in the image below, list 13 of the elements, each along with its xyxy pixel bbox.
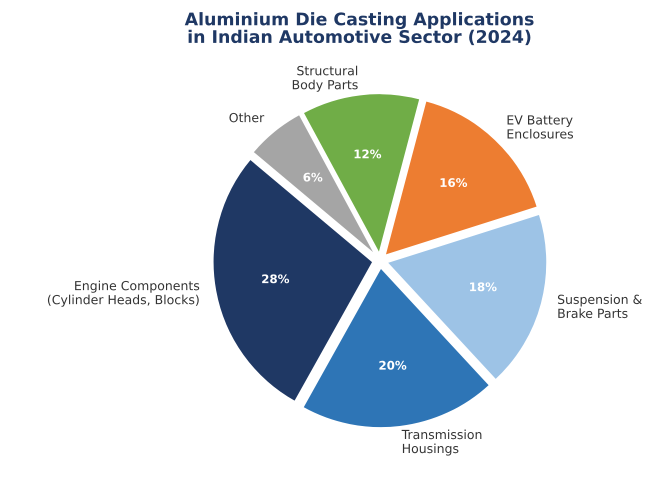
slice-label: Engine Components (Cylinder Heads, Blocks) [48, 280, 200, 307]
data-label: 6% [303, 172, 322, 182]
chart-title: Aluminium Die Casting Applications in Indian Automotive Sector (2024) [184, 12, 534, 46]
slice-label: EV Battery Enclosures [508, 115, 574, 139]
data-label: 28% [262, 274, 290, 284]
slice-label: Transmission Housings [402, 430, 482, 456]
data-label: 18% [470, 282, 497, 292]
slice-label: Structural Body Parts [292, 66, 358, 92]
slice-label: Other [229, 112, 264, 122]
data-label: 20% [379, 360, 406, 370]
slice-label: Suspension & Brake Parts [558, 294, 642, 318]
data-label: 16% [440, 178, 468, 188]
data-label: 12% [354, 150, 382, 158]
